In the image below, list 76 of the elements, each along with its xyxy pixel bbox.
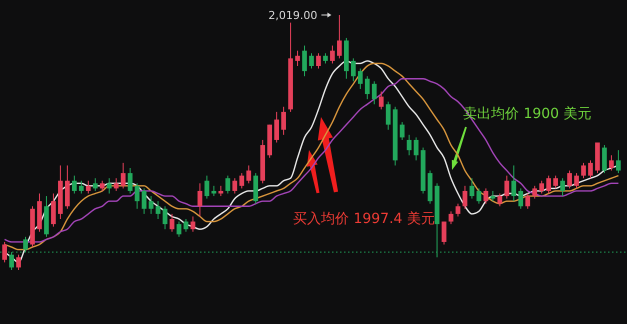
candlestick bbox=[2, 241, 7, 263]
candlestick bbox=[525, 193, 530, 210]
candlestick bbox=[462, 185, 468, 210]
candlestick bbox=[484, 188, 488, 204]
candlestick bbox=[239, 172, 244, 189]
candlestick bbox=[218, 185, 224, 197]
candlestick bbox=[176, 221, 182, 238]
candlestick bbox=[156, 200, 160, 220]
candlestick bbox=[567, 170, 572, 189]
candlestick bbox=[92, 178, 98, 192]
candlestick bbox=[23, 236, 28, 253]
candlestick bbox=[72, 175, 77, 194]
candlestick bbox=[372, 80, 377, 105]
candlestick bbox=[295, 50, 300, 66]
candlestick bbox=[406, 134, 412, 156]
candlestick bbox=[448, 210, 454, 225]
candlestick bbox=[114, 178, 119, 192]
candlestick bbox=[511, 164, 516, 202]
candlestick bbox=[100, 180, 105, 192]
candlestick bbox=[246, 164, 252, 184]
candlestick bbox=[78, 180, 84, 194]
candlestick bbox=[456, 203, 460, 217]
candlestick bbox=[588, 160, 593, 179]
candlestick bbox=[616, 150, 621, 174]
candlestick bbox=[400, 122, 405, 140]
candlestick bbox=[184, 218, 188, 232]
candlestick bbox=[134, 182, 140, 210]
annotation: 2,019.00 bbox=[268, 9, 318, 22]
candlestick bbox=[142, 188, 146, 214]
candlestick bbox=[358, 68, 363, 90]
candlestick bbox=[190, 216, 196, 232]
candlestick bbox=[323, 52, 328, 64]
candlestick bbox=[518, 188, 524, 210]
candlestick bbox=[386, 101, 391, 130]
candlestick bbox=[364, 76, 370, 100]
candlestick bbox=[211, 185, 216, 197]
candlestick bbox=[553, 175, 558, 189]
candlestick bbox=[560, 178, 565, 197]
candlestick bbox=[546, 175, 552, 194]
candlestick bbox=[106, 178, 112, 194]
candlestick bbox=[274, 111, 279, 143]
candlestick bbox=[128, 168, 133, 194]
candlestick bbox=[330, 45, 335, 64]
candlestick bbox=[309, 52, 314, 70]
candlestick bbox=[574, 172, 579, 189]
candlestick bbox=[204, 175, 210, 200]
candlestick bbox=[16, 254, 21, 270]
candlestick bbox=[414, 136, 418, 161]
candlestick bbox=[170, 213, 174, 232]
candlestick bbox=[497, 193, 502, 207]
candlestick bbox=[581, 162, 586, 179]
candlestick bbox=[532, 185, 538, 200]
candlestick bbox=[51, 193, 56, 228]
candlestick bbox=[504, 175, 510, 200]
candlestick bbox=[120, 162, 126, 189]
candlestick bbox=[476, 188, 482, 204]
candlestick bbox=[281, 106, 286, 136]
candlestick bbox=[225, 175, 230, 194]
candlestick bbox=[316, 52, 321, 70]
candlestick bbox=[609, 154, 614, 172]
candlestick bbox=[442, 221, 446, 245]
candlestick bbox=[86, 180, 91, 194]
candlestick bbox=[602, 144, 607, 174]
annotation: 买入均价 1997.4 美元 bbox=[293, 211, 435, 227]
candlestick bbox=[232, 178, 238, 194]
candlestick bbox=[378, 91, 384, 110]
candlestick bbox=[9, 252, 14, 270]
candlestick bbox=[337, 14, 342, 59]
candlestick bbox=[198, 182, 202, 217]
candlestick bbox=[162, 206, 168, 230]
candlestick bbox=[350, 58, 356, 82]
candlestick bbox=[490, 190, 496, 202]
candlestick bbox=[470, 178, 474, 200]
candlestick bbox=[148, 196, 154, 214]
candlestick bbox=[302, 45, 307, 77]
candlestick bbox=[539, 180, 544, 194]
